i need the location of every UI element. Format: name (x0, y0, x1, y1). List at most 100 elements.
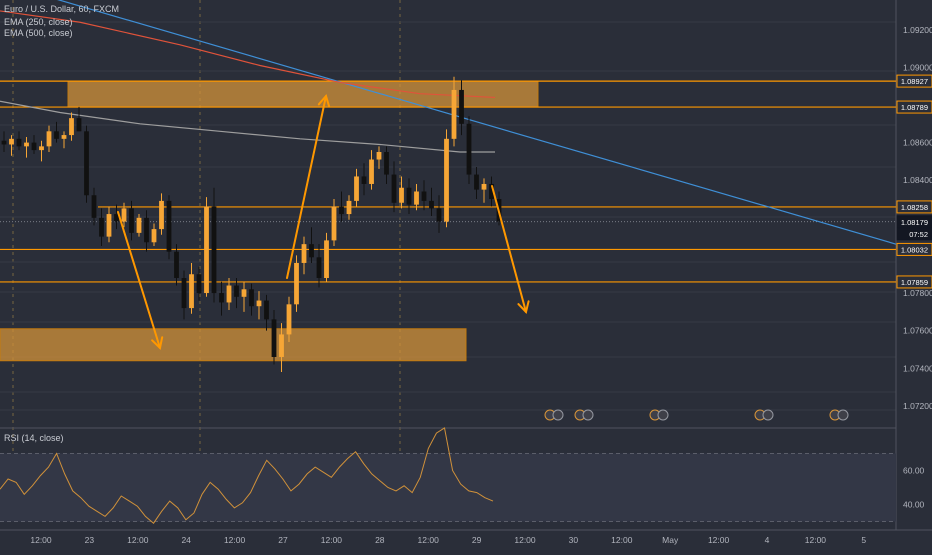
event-icon-secondary[interactable] (582, 409, 594, 421)
candle-body (489, 183, 494, 200)
price-zone[interactable] (67, 80, 539, 108)
candle-body (211, 206, 217, 294)
candle (451, 76, 457, 147)
candle-body (429, 200, 434, 209)
time-axis[interactable]: 12:00 23 12:00 24 12:00 27 12:00 28 12:00 29 12:00… (0, 529, 932, 545)
candle (166, 195, 172, 260)
time-tick-label: 30 (569, 535, 579, 545)
candle-body (204, 206, 209, 294)
price-badge-label: 1.08032 (901, 245, 928, 254)
candle (414, 183, 419, 211)
trend-line[interactable] (0, 0, 897, 245)
arrow-down-left-head[interactable] (151, 336, 164, 350)
candle-body (376, 152, 382, 160)
candle (406, 178, 412, 215)
event-icon-secondary[interactable] (552, 409, 564, 421)
projection-arrows[interactable] (117, 93, 530, 350)
candle-body (144, 217, 149, 243)
candle-body (346, 200, 352, 215)
time-tick-label: 12:00 (514, 535, 536, 545)
candle (181, 270, 187, 320)
arrow-down-right[interactable] (491, 185, 527, 313)
candle-body (1, 140, 7, 145)
price-badge-bg[interactable] (896, 242, 932, 256)
candle-body (436, 208, 442, 222)
candle (294, 255, 299, 312)
candle-body (391, 174, 397, 203)
price-zone[interactable] (0, 328, 467, 362)
level-price-badge[interactable]: 1.08258 (896, 200, 932, 214)
candle (421, 180, 427, 211)
level-price-badge[interactable]: 1.08927 (896, 74, 932, 88)
price-axis[interactable]: 1.09200 1.09000 1.08600 1.08400 1.07800 1.076… (896, 25, 932, 510)
candle (219, 281, 224, 316)
time-tick-label: 12:00 (127, 535, 149, 545)
candle (369, 150, 374, 190)
candle (264, 294, 269, 331)
candle (76, 106, 82, 132)
time-tick-label: 28 (375, 535, 385, 545)
candle-body (384, 152, 389, 175)
arrow-down-left[interactable] (117, 211, 161, 349)
event-marker[interactable] (544, 409, 564, 421)
candle-body (9, 138, 14, 145)
current-price-badge[interactable]: 07:52 (896, 227, 932, 241)
level-price-badge[interactable]: 1.08032 (896, 242, 932, 256)
candle-body (459, 89, 464, 124)
candle-body (69, 118, 74, 136)
candle-body (421, 191, 427, 201)
price-badge-bg[interactable] (896, 275, 932, 289)
rsi-tick-label: 60.00 (903, 466, 925, 476)
time-tick-label: May (662, 535, 679, 545)
arrow-up-head[interactable] (317, 93, 331, 108)
candle-body (136, 217, 142, 233)
arrow-down-right-head[interactable] (517, 300, 530, 315)
candle-body (444, 138, 449, 222)
event-marker[interactable] (574, 409, 594, 421)
candle-body (331, 206, 337, 241)
candle (39, 140, 44, 162)
event-icon-secondary[interactable] (762, 409, 774, 421)
candle-body (159, 200, 164, 230)
price-badge-label: 07:52 (909, 230, 928, 239)
rsi-legend[interactable]: RSI (14, close) (4, 433, 64, 443)
price-tick-label: 1.07800 (903, 288, 932, 298)
candle-body (279, 334, 284, 357)
candle (241, 281, 247, 312)
candle (151, 223, 157, 247)
price-badge-bg[interactable] (896, 100, 932, 114)
ema-500-legend[interactable]: EMA (500, close) (4, 28, 73, 38)
price-badge-bg[interactable] (896, 200, 932, 214)
event-icon-secondary[interactable] (837, 409, 849, 421)
event-markers[interactable] (544, 409, 849, 421)
candle-body (234, 285, 239, 297)
current-price-badge[interactable]: 1.08179 (896, 215, 932, 229)
price-tick-label: 1.07200 (903, 401, 932, 411)
level-price-badge[interactable]: 1.08789 (896, 100, 932, 114)
horizontal-levels[interactable] (0, 80, 896, 283)
event-marker[interactable] (754, 409, 774, 421)
trend-line-group[interactable] (0, 0, 897, 245)
candle (24, 136, 29, 158)
candle-body (46, 131, 52, 147)
candle-body (474, 174, 479, 190)
candle-body (241, 289, 247, 297)
arrow-up[interactable] (286, 95, 327, 279)
price-badge-bg[interactable] (896, 74, 932, 88)
event-marker[interactable] (649, 409, 669, 421)
candle (391, 161, 397, 213)
candle-body (286, 304, 292, 335)
candle-body (301, 244, 307, 263)
price-badge-bg[interactable] (896, 227, 932, 241)
candle (429, 187, 434, 216)
candle-body (189, 274, 194, 309)
candle-body (264, 300, 269, 320)
candle-body (121, 208, 127, 222)
level-price-badge[interactable]: 1.07859 (896, 275, 932, 289)
candle (69, 112, 74, 141)
candle (54, 121, 59, 143)
ema-250-legend[interactable]: EMA (250, close) (4, 17, 73, 27)
event-icon-secondary[interactable] (657, 409, 669, 421)
event-marker[interactable] (829, 409, 849, 421)
